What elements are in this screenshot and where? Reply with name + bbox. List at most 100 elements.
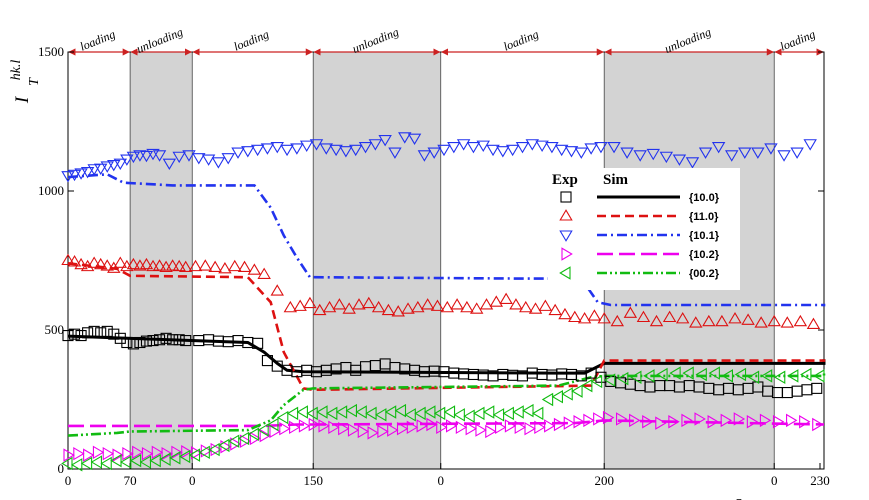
phase-label-2: loading <box>232 27 271 54</box>
y-tick-label-0: 0 <box>58 461 65 476</box>
exp-point <box>790 147 804 159</box>
exp-point <box>279 421 291 436</box>
exp-point <box>476 140 490 152</box>
exp-point <box>456 139 471 151</box>
exp-point <box>218 438 230 453</box>
exp-point <box>707 415 719 429</box>
x-tick-label-3: 150 <box>303 473 323 488</box>
exp-point <box>800 367 812 382</box>
exp-point <box>558 307 572 320</box>
exp-point <box>443 405 456 419</box>
exp-point <box>365 406 377 421</box>
y-label-main: I <box>12 95 33 104</box>
exp-point <box>479 298 494 310</box>
exp-point <box>655 416 667 430</box>
exp-point <box>210 442 222 457</box>
series-markers <box>61 132 825 472</box>
exp-point <box>319 143 334 155</box>
exp-point <box>515 141 530 154</box>
exp-point <box>512 405 524 419</box>
exp-point <box>460 300 474 313</box>
y-label-sub: T <box>27 77 42 86</box>
exp-point <box>786 413 798 428</box>
exp-point <box>371 300 386 313</box>
exp-point <box>681 413 693 428</box>
exp-point <box>669 366 681 380</box>
exp-point <box>746 415 759 429</box>
exp-point <box>332 298 347 310</box>
exp-point <box>67 169 82 182</box>
exp-point <box>178 449 191 464</box>
exp-point <box>489 295 504 307</box>
exp-point <box>211 157 226 169</box>
exp-point <box>668 415 680 429</box>
exp-point <box>381 303 396 316</box>
exp-point <box>296 405 308 419</box>
exp-point <box>811 382 823 394</box>
x-tick-label-2: 0 <box>189 473 196 488</box>
exp-point <box>561 387 573 401</box>
exp-point <box>469 302 484 314</box>
exp-point <box>656 367 668 382</box>
legend-exp-header: Exp <box>552 172 578 188</box>
exp-point <box>563 416 576 430</box>
exp-point <box>129 453 142 468</box>
exp-point <box>122 446 134 461</box>
exp-point <box>741 313 755 325</box>
exp-point <box>587 309 602 321</box>
exp-point <box>583 413 595 428</box>
exp-point <box>404 408 416 422</box>
exp-point <box>108 328 120 340</box>
exp-point <box>100 259 114 271</box>
exp-point <box>61 456 73 471</box>
exp-point <box>801 384 813 396</box>
exp-point <box>780 316 795 328</box>
exp-point <box>463 409 475 423</box>
exp-point <box>467 368 479 381</box>
exp-point <box>240 434 252 448</box>
exp-point <box>250 144 265 157</box>
exp-point <box>102 446 115 461</box>
exp-point <box>767 314 781 327</box>
exp-point <box>270 141 284 154</box>
exp-point <box>602 410 615 425</box>
exp-point <box>455 420 468 435</box>
exp-point <box>525 139 539 151</box>
exp-point <box>151 445 164 460</box>
exp-point <box>616 412 628 426</box>
legend-marker-0 <box>560 191 572 203</box>
sim-line-4 <box>67 371 826 437</box>
exp-point <box>524 421 536 436</box>
exp-point <box>61 253 75 266</box>
legend-entry-1: {11.0} <box>689 211 719 223</box>
phase-label-4: loading <box>501 27 540 54</box>
exp-point <box>553 417 566 432</box>
legend-background <box>548 168 740 290</box>
exp-point <box>188 259 203 272</box>
exp-point <box>100 161 114 173</box>
exp-point <box>221 153 235 165</box>
exp-point <box>139 257 154 270</box>
exp-point <box>201 154 216 166</box>
exp-point <box>450 298 464 310</box>
exp-point <box>411 300 425 313</box>
exp-point <box>384 405 397 419</box>
exp-point <box>141 446 154 461</box>
exp-point <box>126 151 141 164</box>
exp-point <box>504 419 517 433</box>
exp-point <box>80 259 95 272</box>
exp-point <box>689 316 703 328</box>
exp-point <box>110 453 122 468</box>
exp-point <box>447 141 461 154</box>
legend: Exp Sim {10.0} {11.0} {10.1} {10.2} {00.2} <box>548 168 740 290</box>
exp-point <box>127 338 139 350</box>
exp-point <box>349 144 363 157</box>
exp-point <box>672 154 687 166</box>
exp-point <box>159 452 171 466</box>
exp-point <box>505 144 520 157</box>
exp-point <box>257 423 269 437</box>
exp-point <box>728 312 742 324</box>
exp-point <box>162 158 177 171</box>
exp-point <box>531 406 544 421</box>
